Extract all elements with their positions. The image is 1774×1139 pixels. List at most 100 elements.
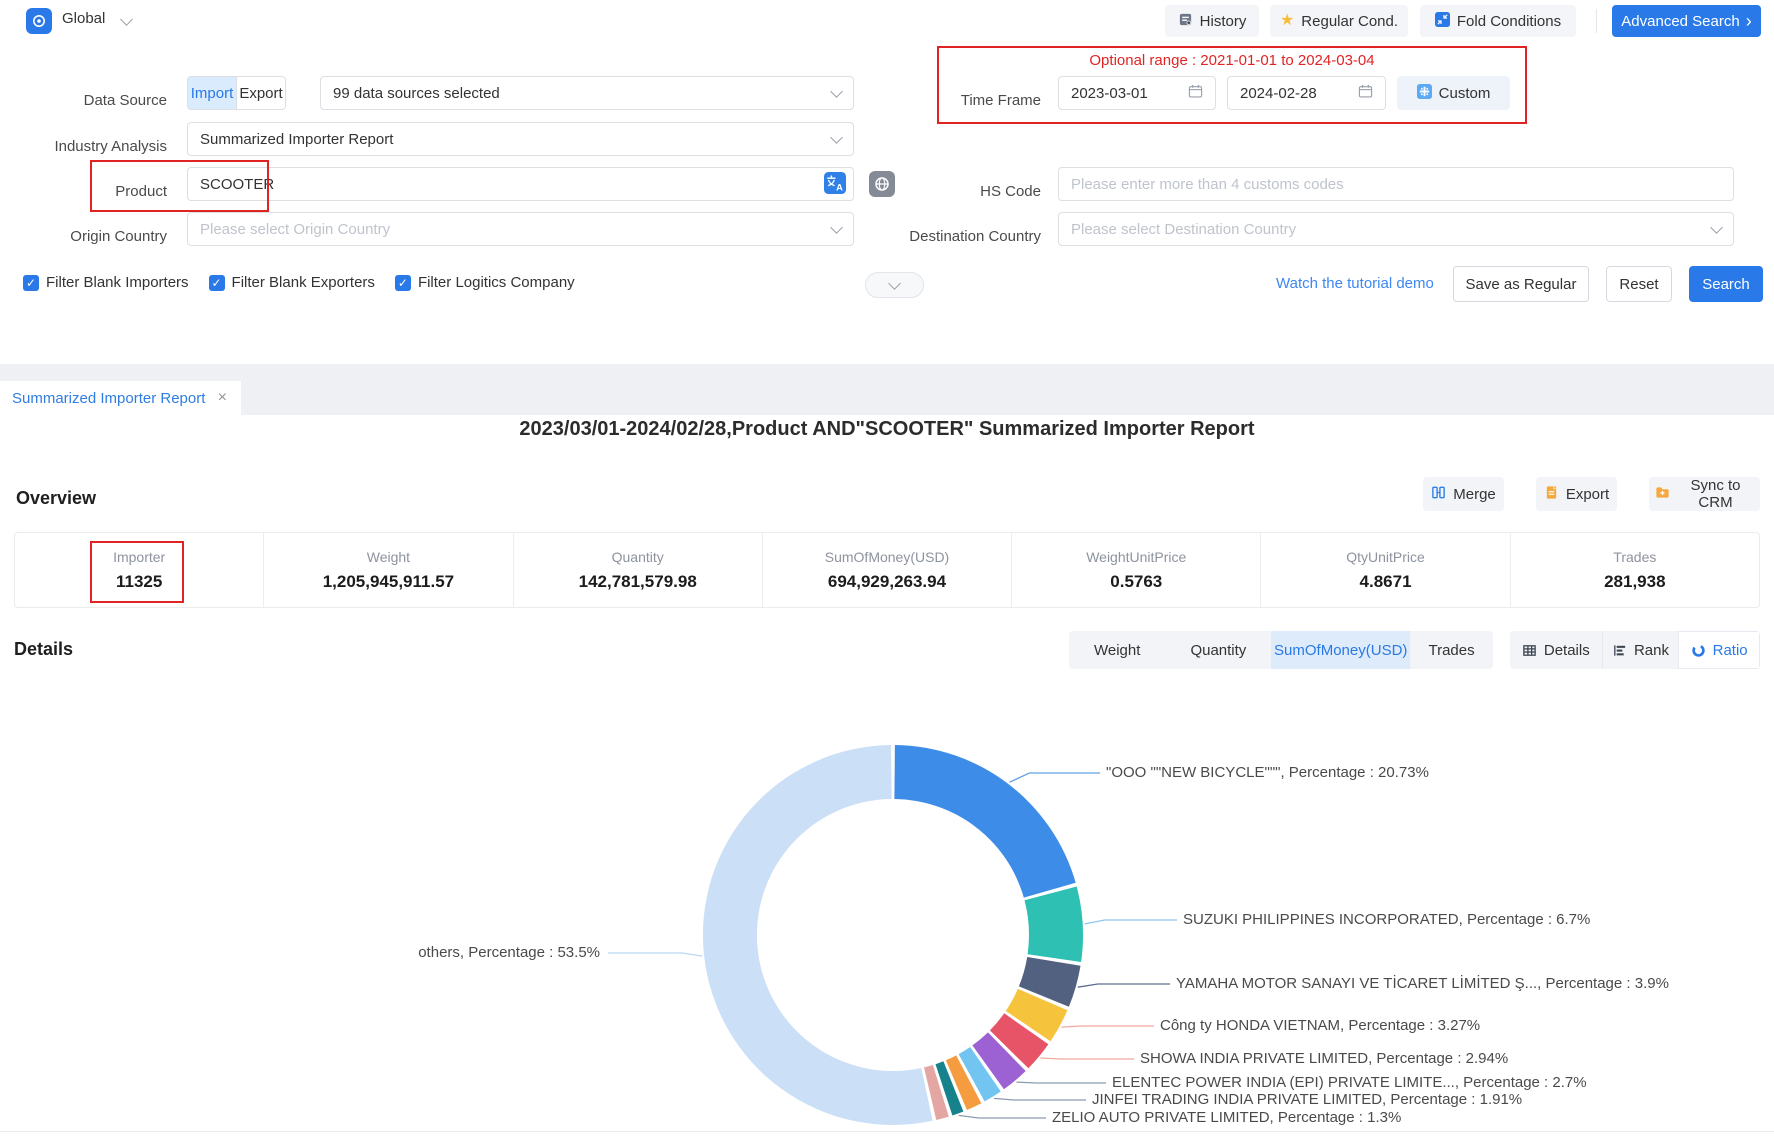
hs-code-input[interactable] xyxy=(1058,167,1734,201)
fold-conditions-button[interactable]: Fold Conditions xyxy=(1420,5,1576,37)
view-tabs: Details Rank Ratio xyxy=(1510,631,1760,669)
stat-weight: Weight 1,205,945,911.57 xyxy=(263,533,512,607)
custom-button-label: Custom xyxy=(1438,84,1491,102)
image-search-icon[interactable] xyxy=(869,171,895,202)
metric-tab-quantity[interactable]: Quantity xyxy=(1190,641,1247,659)
donut-segment-showa-india-private-limited[interactable] xyxy=(989,1013,1049,1069)
industry-analysis-label: Industry Analysis xyxy=(54,138,167,155)
checkbox-filter-blank-exporters[interactable]: ✓ Filter Blank Exporters xyxy=(208,274,375,291)
close-icon[interactable]: × xyxy=(217,389,227,406)
region-selector-label[interactable]: Global xyxy=(62,10,106,27)
checkbox-filter-logitics-company[interactable]: ✓ Filter Logitics Company xyxy=(394,274,575,291)
custom-icon xyxy=(1416,83,1432,103)
view-tab-details[interactable]: Details xyxy=(1510,631,1602,669)
donut-segment-zelio-auto-private-limited[interactable] xyxy=(935,1061,964,1116)
checkbox-checked-icon[interactable]: ✓ xyxy=(208,274,225,291)
donut-segment-others[interactable] xyxy=(702,745,933,1125)
advanced-search-button[interactable]: Advanced Search › xyxy=(1612,5,1761,37)
chart-label-c-ng-ty-honda-vietnam: Công ty HONDA VIETNAM, Percentage : 3.27… xyxy=(1160,1017,1481,1034)
date-to-field[interactable]: 2024-02-28 xyxy=(1227,76,1386,110)
translate-icon[interactable]: A xyxy=(824,172,846,199)
product-input[interactable] xyxy=(187,167,854,201)
chart-label-showa-india-private-limited: SHOWA INDIA PRIVATE LIMITED, Percentage … xyxy=(1140,1050,1509,1067)
chevron-down-icon[interactable] xyxy=(120,13,133,26)
tutorial-link[interactable]: Watch the tutorial demo xyxy=(1276,275,1434,292)
data-sources-select[interactable]: 99 data sources selected xyxy=(320,76,854,110)
data-source-label: Data Source xyxy=(83,92,167,109)
ratio-icon xyxy=(1691,643,1706,658)
history-button[interactable]: History xyxy=(1165,5,1259,37)
date-from-field[interactable]: 2023-03-01 xyxy=(1058,76,1216,110)
chart-label-others: others, Percentage : 53.5% xyxy=(418,944,600,961)
metric-tabs: Weight Quantity SumOfMoney(USD) Trades xyxy=(1069,631,1493,669)
stat-label: QtyUnitPrice xyxy=(1346,548,1425,565)
view-tab-label: Rank xyxy=(1633,641,1669,659)
filter-checkbox-row: ✓ Filter Blank Importers ✓ Filter Blank Exp… xyxy=(23,274,575,291)
industry-analysis-value: Summarized Importer Report xyxy=(200,130,394,148)
donut-segment-yamaha-motor-sanayi-ve-ti-caret-li-mi-ted[interactable] xyxy=(1018,957,1081,1007)
merge-button[interactable]: Merge xyxy=(1423,477,1504,511)
donut-segment-c-ng-ty-honda-vietnam[interactable] xyxy=(1005,988,1068,1042)
chart-label-elentec-power-india-epi-private-limite: ELENTEC POWER INDIA (EPI) PRIVATE LIMITE… xyxy=(1112,1074,1587,1091)
checkbox-checked-icon[interactable]: ✓ xyxy=(23,274,39,291)
metric-tab-sumofmoney-usd[interactable]: SumOfMoney(USD) xyxy=(1271,631,1411,669)
tab-strip xyxy=(0,364,1774,775)
checkbox-filter-blank-importers[interactable]: ✓ Filter Blank Importers xyxy=(23,274,189,291)
stat-label: Weight xyxy=(366,548,411,565)
calendar-icon xyxy=(1188,84,1203,103)
industry-analysis-select[interactable]: Summarized Importer Report xyxy=(187,122,854,156)
destination-country-placeholder: Please select Destination Country xyxy=(1071,220,1297,238)
save-as-regular-button[interactable]: Save as Regular xyxy=(1453,266,1589,302)
expand-conditions-button[interactable] xyxy=(865,272,924,298)
export-tab[interactable]: Export xyxy=(236,77,285,109)
donut-segment-suzuki-philippines-incorporated[interactable] xyxy=(1024,886,1084,963)
stat-value: 142,781,579.98 xyxy=(578,571,697,591)
stat-label: SumOfMoney(USD) xyxy=(824,548,950,565)
origin-country-select[interactable]: Please select Origin Country xyxy=(187,212,854,246)
app-logo-icon xyxy=(26,8,52,34)
label-leader-line xyxy=(1040,1057,1134,1060)
label-leader-line xyxy=(1084,919,1177,925)
donut-segment-elentec-power-india-epi-private-limite[interactable] xyxy=(972,1032,1026,1090)
regular-cond-button[interactable]: ★ Regular Cond. xyxy=(1270,5,1408,37)
time-frame-label: Time Frame xyxy=(960,92,1041,109)
export-button[interactable]: Export xyxy=(1536,477,1617,511)
stat-label: Trades xyxy=(1613,548,1657,565)
topbar: Global History ★ Regular Cond. Fold Cond… xyxy=(0,0,1774,43)
overview-stats-card: Importer 11325 Weight 1,205,945,911.57 Quant… xyxy=(14,532,1760,608)
origin-country-placeholder: Please select Origin Country xyxy=(200,220,391,238)
stat-qtyunitprice: QtyUnitPrice 4.8671 xyxy=(1260,533,1509,607)
merge-label: Merge xyxy=(1453,485,1496,503)
metric-tab-trades[interactable]: Trades xyxy=(1428,641,1475,659)
donut-segment-ooo-new-bicycle[interactable] xyxy=(894,745,1076,898)
import-tab[interactable]: Import xyxy=(188,77,236,109)
chevron-down-icon xyxy=(830,130,843,144)
stat-value: 4.8671 xyxy=(1359,571,1412,591)
date-from-value: 2023-03-01 xyxy=(1071,84,1148,102)
tab-label: Summarized Importer Report xyxy=(12,389,206,407)
overview-heading: Overview xyxy=(16,488,97,508)
data-source-toggle: Import Export xyxy=(187,76,286,110)
destination-country-select[interactable]: Please select Destination Country xyxy=(1058,212,1734,246)
history-icon xyxy=(1178,12,1193,31)
view-tab-rank[interactable]: Rank xyxy=(1601,631,1679,669)
product-label: Product xyxy=(115,183,167,200)
checkbox-checked-icon[interactable]: ✓ xyxy=(394,274,411,291)
tab-summarized-importer-report[interactable]: Summarized Importer Report × xyxy=(0,381,241,415)
donut-segment-jinfei-trading-india-private-limited[interactable] xyxy=(958,1047,1001,1102)
label-leader-line xyxy=(608,952,703,957)
view-tab-label: Details xyxy=(1543,641,1590,659)
custom-range-button[interactable]: Custom xyxy=(1397,76,1510,110)
stat-label: Quantity xyxy=(611,548,664,565)
reset-button[interactable]: Reset xyxy=(1606,266,1672,302)
search-button[interactable]: Search xyxy=(1689,266,1763,302)
donut-segment-unlabeled[interactable] xyxy=(945,1055,982,1110)
details-icon xyxy=(1522,643,1537,658)
view-tab-label: Ratio xyxy=(1712,641,1748,659)
sync-to-crm-button[interactable]: Sync to CRM xyxy=(1649,477,1760,511)
chevron-down-icon xyxy=(1710,220,1723,234)
view-tab-ratio[interactable]: Ratio xyxy=(1678,631,1760,669)
metric-tab-weight[interactable]: Weight xyxy=(1093,641,1141,659)
date-to-value: 2024-02-28 xyxy=(1240,84,1317,102)
donut-segment-unlabeled[interactable] xyxy=(924,1065,949,1120)
